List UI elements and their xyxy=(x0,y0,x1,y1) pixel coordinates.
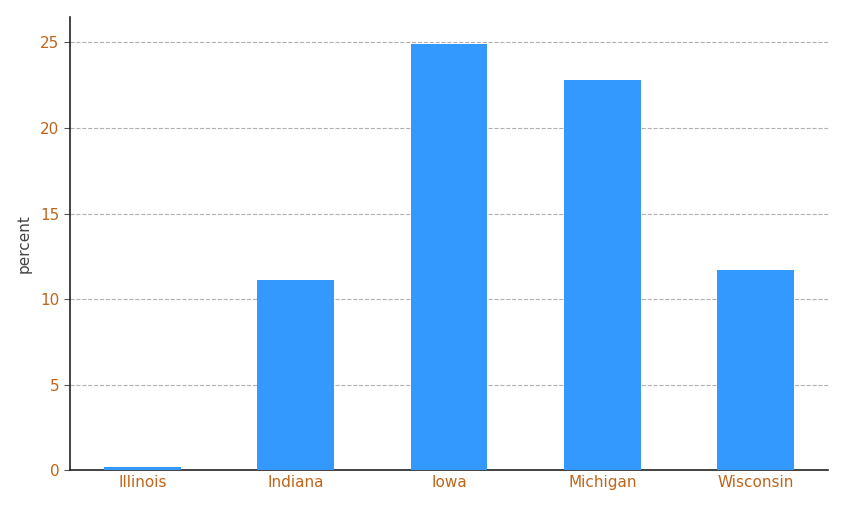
Y-axis label: percent: percent xyxy=(17,214,31,273)
Bar xyxy=(257,280,333,470)
Bar xyxy=(717,270,793,470)
Bar xyxy=(563,80,640,470)
Bar xyxy=(104,467,181,470)
Bar xyxy=(410,44,487,470)
